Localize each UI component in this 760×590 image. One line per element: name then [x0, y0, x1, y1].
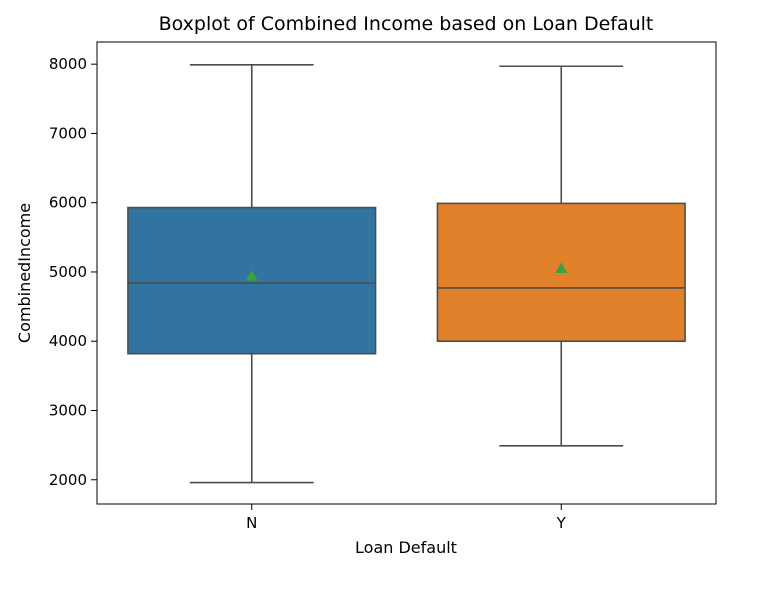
- box-iqr: [127, 206, 377, 355]
- y-axis: 2000 3000 4000 5000 6000 7000 8000: [49, 55, 97, 489]
- box-group-N: [127, 64, 377, 484]
- box-group-Y: [436, 65, 686, 447]
- y-tick-label: 8000: [49, 55, 87, 73]
- y-axis-label: CombinedIncome: [15, 203, 34, 343]
- y-tick-label: 4000: [49, 332, 87, 350]
- x-tick-label: Y: [556, 514, 567, 532]
- x-axis-label: Loan Default: [355, 538, 457, 557]
- x-tick-label: N: [246, 514, 257, 532]
- y-tick-label: 2000: [49, 471, 87, 489]
- mean-marker: [245, 270, 258, 281]
- chart-title: Boxplot of Combined Income based on Loan…: [159, 13, 654, 35]
- mean-marker: [555, 262, 568, 273]
- y-tick-label: 3000: [49, 401, 87, 419]
- y-tick-label: 5000: [49, 263, 87, 281]
- y-tick-label: 6000: [49, 194, 87, 212]
- y-tick-label: 7000: [49, 124, 87, 142]
- plot-frame: [96, 41, 717, 505]
- plot-area: [127, 64, 686, 484]
